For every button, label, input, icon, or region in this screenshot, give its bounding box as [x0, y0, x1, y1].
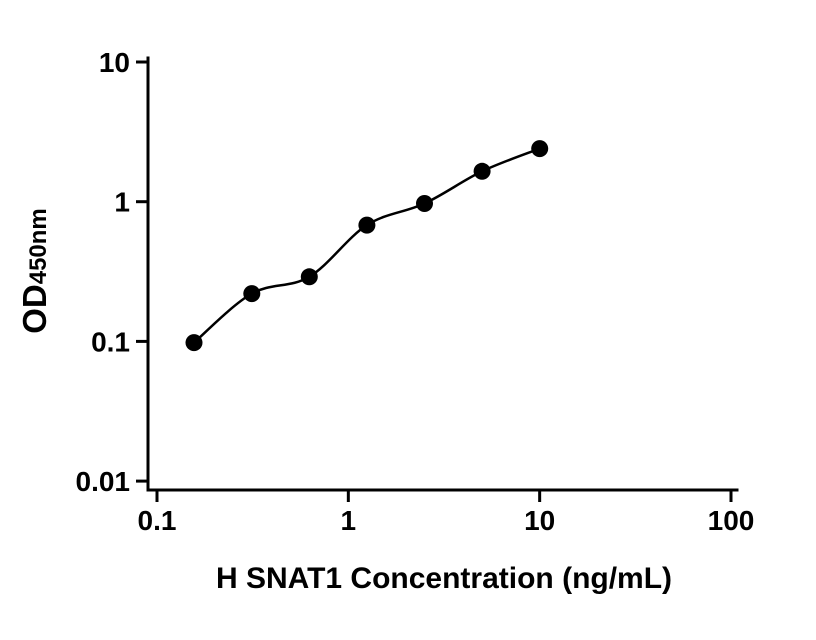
y-axis-title-sub: 450nm [25, 208, 52, 284]
y-axis-title: OD450nm [16, 208, 53, 334]
y-tick-label: 10 [99, 47, 130, 78]
y-tick-label: 0.01 [76, 466, 131, 497]
data-points-group [185, 140, 549, 352]
axes [136, 56, 739, 502]
data-point-marker [416, 195, 433, 212]
x-tick-label: 1 [341, 505, 357, 536]
data-point-marker [358, 216, 376, 234]
y-axis-title-main: OD [16, 284, 53, 334]
data-point-marker [243, 285, 261, 303]
data-point-marker [531, 140, 549, 158]
data-point-marker [473, 162, 491, 180]
data-point-marker [185, 334, 203, 352]
y-tick-label: 0.1 [91, 326, 130, 357]
data-point-marker [300, 268, 318, 286]
x-tick-label: 10 [524, 505, 555, 536]
x-tick-label: 0.1 [138, 505, 177, 536]
x-axis-title: H SNAT1 Concentration (ng/mL) [216, 562, 672, 595]
fitted-curve-group [193, 147, 541, 344]
fitted-curve [193, 147, 541, 344]
y-tick-label: 1 [114, 187, 130, 218]
x-tick-label: 100 [708, 505, 755, 536]
